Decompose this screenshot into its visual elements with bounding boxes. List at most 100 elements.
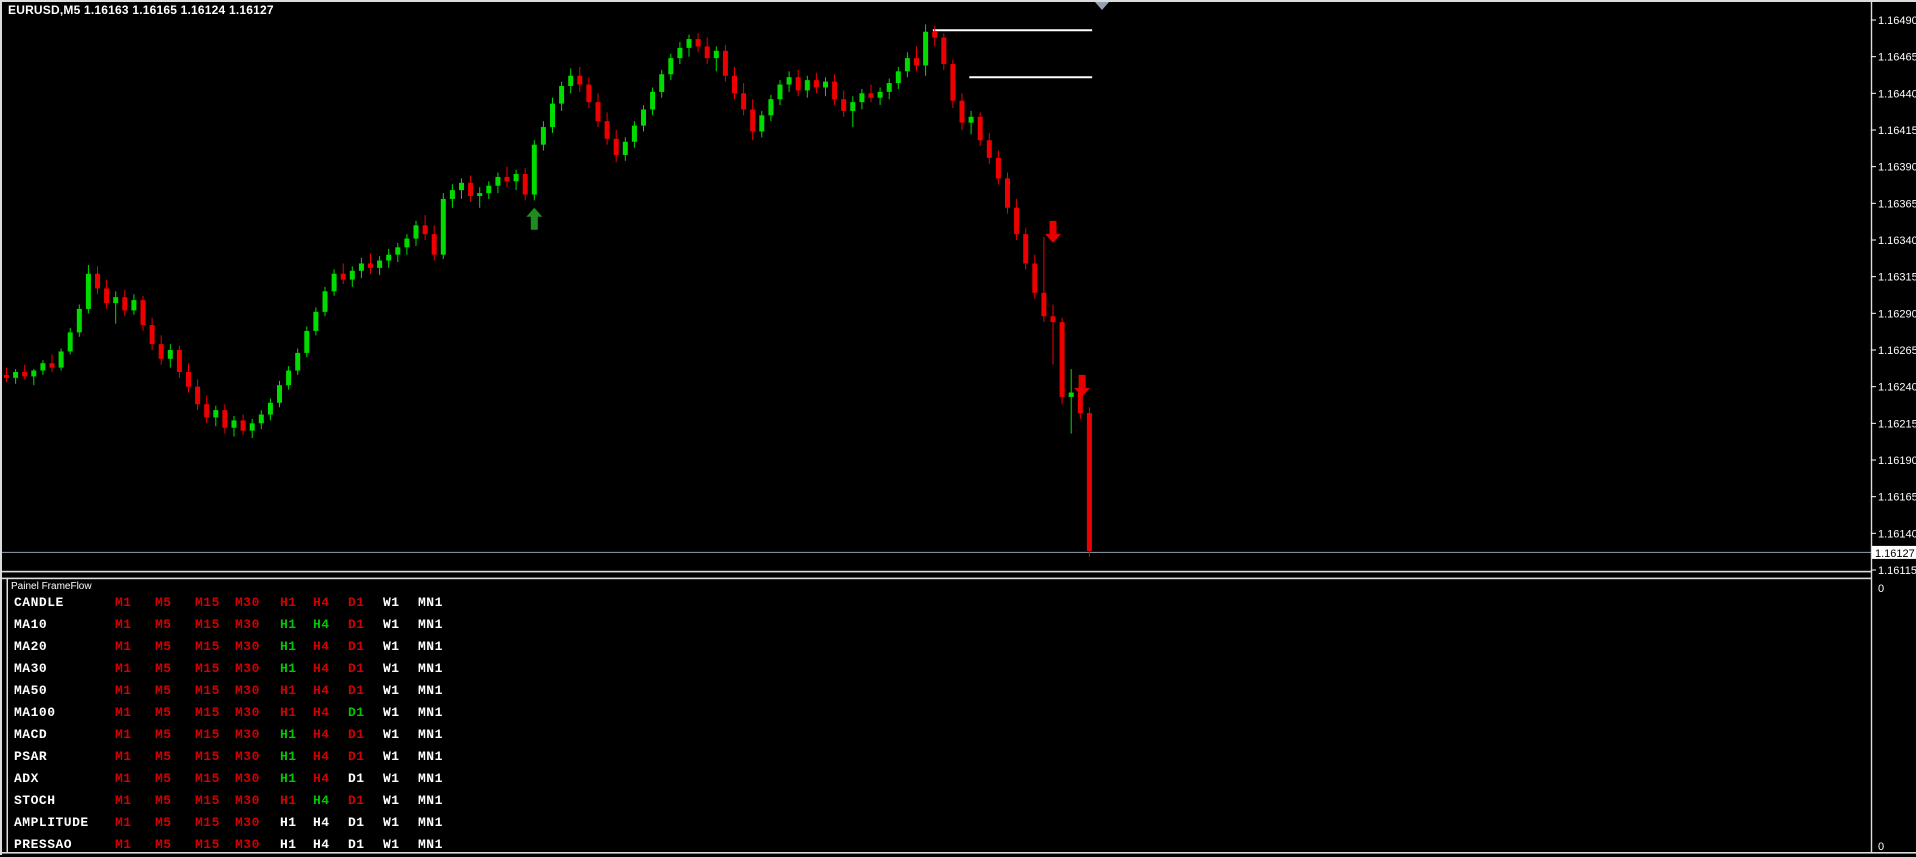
timeframe-cell-m1: M1 — [115, 660, 132, 676]
axis-label[interactable]: 1.16290 — [1878, 308, 1916, 320]
panel-row-ma100: MA100 M1 M5 M15 M30 H1 H4 D1 W1 MN1 — [14, 701, 468, 723]
timeframe-cell-w1: W1 — [383, 660, 400, 676]
axis-label[interactable]: 1.16190 — [1878, 455, 1916, 467]
panel-row-stoch: STOCH M1 M5 M15 M30 H1 H4 D1 W1 MN1 — [14, 789, 468, 811]
candle-bear — [841, 99, 847, 111]
axis-label[interactable]: 1.16165 — [1878, 492, 1916, 504]
indicator-label: MA100 — [14, 704, 56, 720]
timeframe-cell-m15: M15 — [195, 594, 220, 610]
axis-label[interactable]: 1.16415 — [1878, 125, 1916, 137]
timeframe-cell-h1: H1 — [280, 748, 297, 764]
timeframe-cell-m5: M5 — [155, 748, 172, 764]
timeframe-cell-m15: M15 — [195, 836, 220, 852]
candle-bull — [550, 103, 555, 128]
timeframe-cell-m1: M1 — [115, 814, 132, 830]
timeframe-cell-d1: D1 — [348, 814, 365, 830]
candle-bull — [759, 115, 765, 132]
axis-label[interactable]: 1.16440 — [1878, 88, 1916, 100]
axis-label[interactable]: 1.16390 — [1878, 162, 1916, 174]
candle-bear — [832, 81, 838, 100]
axis-label[interactable]: 1.16140 — [1878, 528, 1916, 540]
axis-label[interactable]: 1.16315 — [1878, 272, 1916, 284]
subwindow-separator[interactable] — [0, 570, 1871, 573]
timeframe-cell-h4: H4 — [313, 638, 330, 654]
axis-label[interactable]: 1.16365 — [1878, 198, 1916, 210]
candle-bull — [304, 330, 310, 353]
timeframe-cell-m15: M15 — [195, 726, 220, 742]
timeframe-cell-h4: H4 — [313, 770, 330, 786]
candle-bear — [368, 263, 373, 268]
candle-bull — [277, 385, 282, 403]
candle-bear — [704, 46, 710, 59]
candle-bull — [650, 91, 656, 110]
candle-bull — [850, 102, 856, 111]
candle-bear — [1050, 316, 1056, 323]
candle-bull — [413, 225, 419, 239]
frameflow-panel: CANDLE M1 M5 M15 M30 H1 H4 D1 W1 MN1 MA10 M1 M5 M15 M3… — [14, 591, 468, 855]
subwindow-separator[interactable] — [0, 577, 1871, 580]
indicator-label: PRESSAO — [14, 836, 73, 852]
axis-label[interactable]: 1.16490 — [1878, 15, 1916, 27]
timeframe-cell-m15: M15 — [195, 616, 220, 632]
candle-bear — [158, 344, 164, 359]
candle-bull — [85, 273, 91, 309]
timeframe-cell-mn1: MN1 — [418, 704, 443, 720]
timeframe-cell-m1: M1 — [115, 616, 132, 632]
panel-row-macd: MACD M1 M5 M15 M30 H1 H4 D1 W1 MN1 — [14, 723, 468, 745]
candle-bear — [795, 77, 801, 91]
candle-bull — [540, 127, 546, 145]
candle-bull — [1068, 392, 1074, 397]
candle-bull — [131, 300, 137, 311]
candle-bull — [440, 198, 446, 255]
candle-bull — [859, 93, 865, 103]
timeframe-cell-mn1: MN1 — [418, 726, 443, 742]
candle-bear — [1014, 207, 1020, 235]
axis-label[interactable]: 1.16465 — [1878, 52, 1916, 64]
candle-bull — [404, 238, 410, 248]
axis-label[interactable]: 1.16265 — [1878, 345, 1916, 357]
candle-bull — [358, 263, 364, 271]
axis-label[interactable]: 1.16215 — [1878, 418, 1916, 430]
panel-row-psar: PSAR M1 M5 M15 M30 H1 H4 D1 W1 MN1 — [14, 745, 468, 767]
candle-bull — [249, 423, 255, 431]
indicator-label: ADX — [14, 770, 39, 786]
timeframe-cell-mn1: MN1 — [418, 748, 443, 764]
timeframe-cell-m1: M1 — [115, 770, 132, 786]
timeframe-cell-w1: W1 — [383, 726, 400, 742]
candle-bull — [331, 273, 337, 292]
timeframe-cell-m15: M15 — [195, 792, 220, 808]
sell-arrow-icon — [1045, 220, 1061, 243]
candle-bear — [741, 93, 747, 110]
timeframe-cell-h1: H1 — [280, 594, 297, 610]
timeframe-cell-d1: D1 — [348, 836, 365, 852]
timeframe-cell-m5: M5 — [155, 704, 172, 720]
subwindow-scale-top-label: 0 — [1878, 583, 1884, 595]
candle-bear — [604, 121, 610, 139]
panel-row-ma30: MA30 M1 M5 M15 M30 H1 H4 D1 W1 MN1 — [14, 657, 468, 679]
timeframe-cell-h1: H1 — [280, 704, 297, 720]
timeframe-cell-m1: M1 — [115, 726, 132, 742]
timeframe-cell-h1: H1 — [280, 682, 297, 698]
candle-bear — [732, 75, 737, 94]
candle-bull — [377, 260, 383, 268]
timeframe-cell-m30: M30 — [235, 748, 260, 764]
timeframe-cell-mn1: MN1 — [418, 836, 443, 852]
timeframe-cell-m1: M1 — [115, 704, 132, 720]
chart-shift-marker-icon[interactable] — [1095, 2, 1109, 10]
candle-bull — [213, 410, 219, 418]
timeframe-cell-mn1: MN1 — [418, 638, 443, 654]
candle-bear — [595, 102, 601, 122]
candle-bull — [659, 74, 665, 92]
candle-bear — [1005, 178, 1010, 208]
subwindow-scale-bottom-label: 0 — [1878, 841, 1884, 853]
timeframe-cell-w1: W1 — [383, 792, 400, 808]
axis-label[interactable]: 1.16340 — [1878, 235, 1916, 247]
axis-label[interactable]: 1.16115 — [1878, 565, 1916, 577]
candle-bull — [286, 370, 292, 386]
timeframe-cell-m30: M30 — [235, 638, 260, 654]
axis-label[interactable]: 1.16240 — [1878, 382, 1916, 394]
timeframe-cell-m5: M5 — [155, 792, 172, 808]
timeframe-cell-m30: M30 — [235, 594, 260, 610]
